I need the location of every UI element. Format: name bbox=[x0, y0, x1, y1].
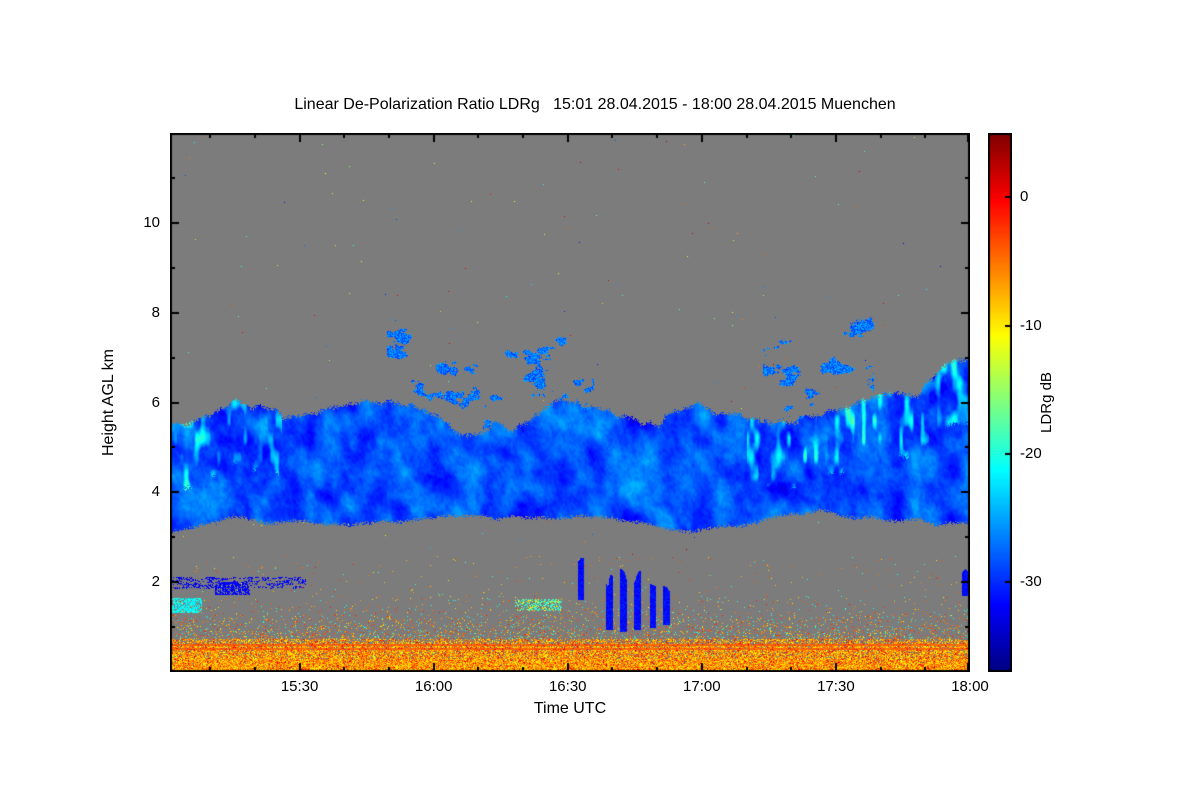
x-tick-label: 17:30 bbox=[817, 678, 855, 695]
y-tick-label: 2 bbox=[151, 573, 160, 591]
x-axis-label: Time UTC bbox=[533, 700, 607, 717]
chart-title: Linear De-Polarization Ratio LDRg 15:01 … bbox=[294, 96, 896, 113]
x-tick-label: 15:30 bbox=[280, 678, 319, 695]
colorbar-canvas bbox=[988, 133, 1012, 672]
colorbar-tick-label: -30 bbox=[1020, 573, 1042, 591]
x-tick-label: 16:00 bbox=[414, 678, 453, 695]
y-tick-label: 6 bbox=[151, 393, 160, 411]
colorbar-tick-label: -20 bbox=[1020, 444, 1042, 462]
colorbar-tick-label: -10 bbox=[1020, 316, 1042, 334]
x-tick-label: 16:30 bbox=[548, 678, 587, 695]
heatmap-canvas bbox=[170, 133, 970, 672]
y-tick-label: 8 bbox=[151, 303, 160, 321]
y-tick-label: 10 bbox=[143, 213, 160, 231]
colorbar bbox=[988, 133, 1012, 672]
plot-area bbox=[170, 133, 970, 672]
y-tick-label: 4 bbox=[151, 483, 160, 501]
x-tick-label: 17:00 bbox=[683, 678, 721, 695]
x-tick-label: 18:00 bbox=[951, 678, 989, 695]
colorbar-tick-label: 0 bbox=[1020, 188, 1029, 206]
